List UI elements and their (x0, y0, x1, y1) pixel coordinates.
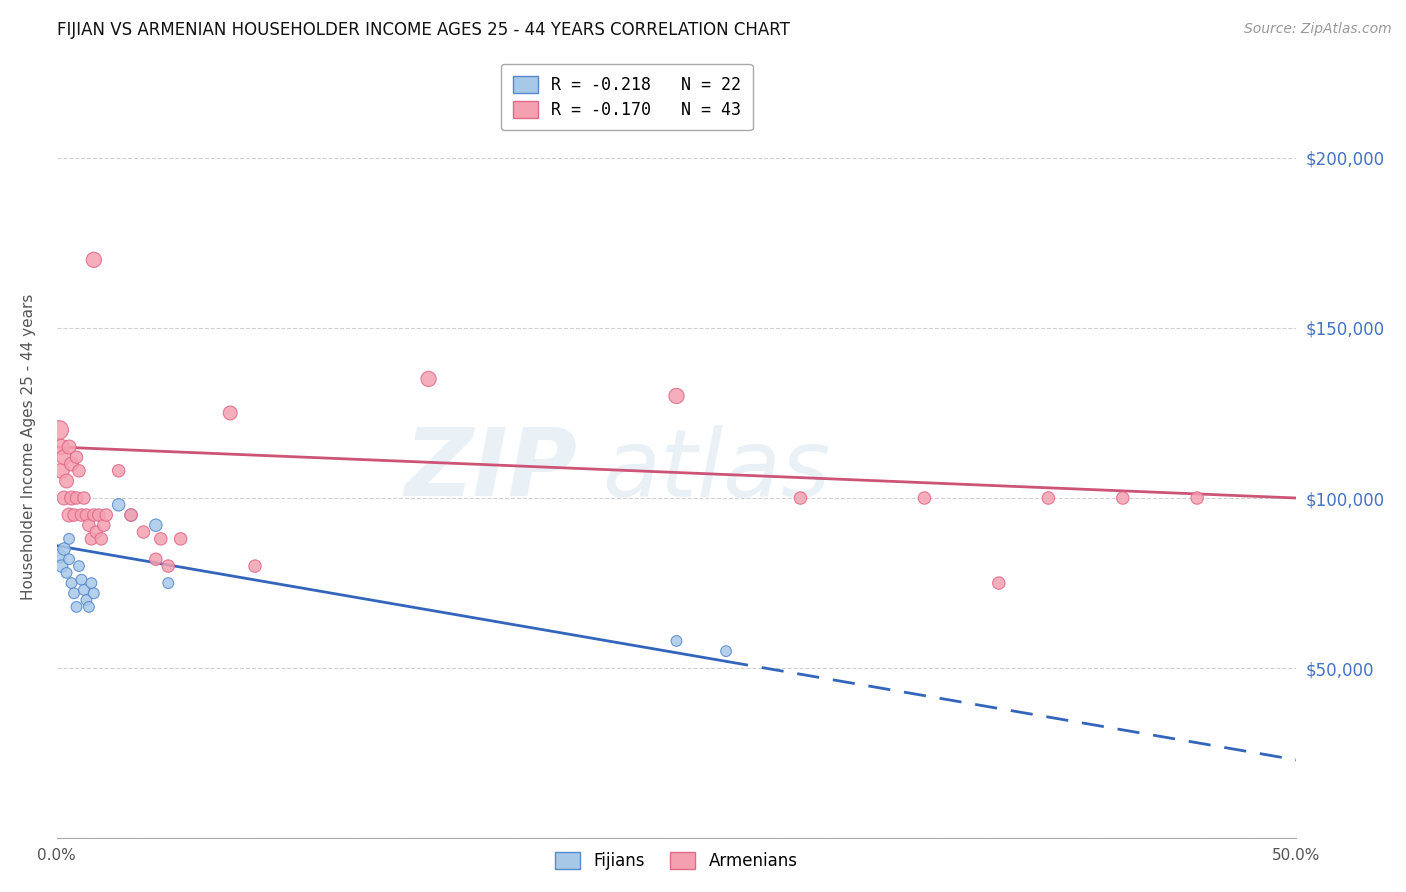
Point (120, 508, 142, 522)
Point (67, 559, 90, 574)
Point (789, 491, 811, 505)
Point (48, 549, 70, 563)
Point (70, 573, 93, 587)
Point (58, 532, 80, 546)
Point (83, 586, 105, 600)
Point (60, 491, 83, 505)
Point (157, 559, 180, 574)
Point (70, 508, 93, 522)
Point (96, 508, 118, 522)
Point (1185, 491, 1208, 505)
Point (51, 559, 73, 574)
Point (53, 450, 76, 465)
Text: Source: ZipAtlas.com: Source: ZipAtlas.com (1244, 22, 1392, 37)
Point (51, 464, 73, 478)
Point (63, 586, 86, 600)
Point (1112, 491, 1135, 505)
Point (120, 508, 142, 522)
Point (63, 508, 86, 522)
Point (55, 566, 77, 580)
Point (73, 582, 96, 597)
Point (60, 576, 83, 591)
Point (75, 593, 97, 607)
Point (77, 518, 100, 533)
Point (51, 440, 73, 454)
Point (243, 559, 266, 574)
Point (665, 634, 688, 648)
Point (53, 491, 76, 505)
Point (73, 491, 96, 505)
Point (714, 644, 737, 658)
Text: ZIP: ZIP (405, 425, 578, 516)
Point (90, 532, 112, 546)
Point (55, 474, 77, 488)
Point (65, 599, 87, 614)
Point (67, 464, 90, 478)
Point (987, 576, 1010, 591)
Point (87, 508, 110, 522)
Y-axis label: Householder Income Ages 25 - 44 years: Householder Income Ages 25 - 44 years (21, 293, 35, 600)
Point (1038, 491, 1060, 505)
Point (58, 508, 80, 522)
Point (60, 457, 83, 471)
Point (107, 464, 129, 478)
Point (65, 491, 87, 505)
Point (80, 532, 103, 546)
Point (169, 532, 191, 546)
Point (149, 532, 172, 546)
Text: atlas: atlas (602, 425, 831, 516)
Point (83, 252, 105, 267)
Point (107, 498, 129, 512)
Point (53, 542, 76, 557)
Text: FIJIAN VS ARMENIAN HOUSEHOLDER INCOME AGES 25 - 44 YEARS CORRELATION CHART: FIJIAN VS ARMENIAN HOUSEHOLDER INCOME AG… (56, 21, 790, 39)
Point (58, 552, 80, 566)
Point (145, 518, 167, 533)
Point (912, 491, 935, 505)
Point (132, 524, 155, 539)
Legend: Fijians, Armenians: Fijians, Armenians (548, 846, 804, 877)
Point (58, 440, 80, 454)
Point (75, 508, 97, 522)
Point (83, 508, 105, 522)
Point (665, 389, 688, 403)
Point (418, 372, 440, 386)
Point (93, 518, 115, 533)
Point (48, 423, 70, 437)
Point (80, 576, 103, 591)
Point (86, 524, 108, 539)
Point (65, 450, 87, 465)
Point (77, 599, 100, 614)
Point (145, 552, 167, 566)
Point (219, 406, 242, 420)
Point (157, 576, 180, 591)
